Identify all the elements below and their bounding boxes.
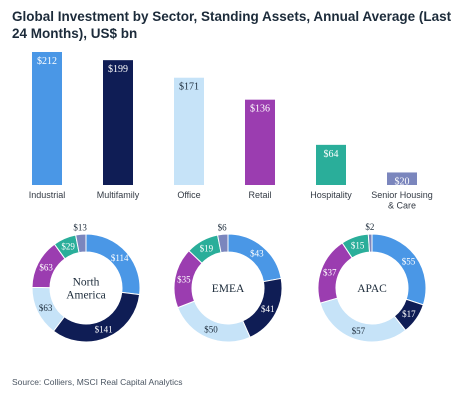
donut-slice [75,233,87,254]
category-tick-label: Hospitality [310,190,352,200]
donut-slice-label: $55 [402,257,416,267]
bar-value-label: $212 [37,56,57,67]
donut-slice-label: $6 [218,222,228,232]
category-tick-label: Multifamily [97,190,140,200]
donut-center-label: America [66,290,106,302]
donut-center-label: North [73,277,100,289]
donut-slice-label: $29 [61,242,75,252]
donut-center-label: APAC [357,283,387,295]
bar-senior-housing-care [387,172,417,185]
donut-slice-label: $37 [323,267,337,277]
category-tick-label: Industrial [29,190,66,200]
donut-slice [367,233,373,253]
donut-slice-label: $43 [250,248,264,258]
donut-center-label: EMEA [212,283,245,295]
donut-slice-label: $41 [261,304,275,314]
category-tick-label: & Care [388,201,416,211]
bar-value-label: $199 [108,64,128,75]
bar-value-label: $20 [395,176,410,187]
source-note: Source: Colliers, MSCI Real Capital Anal… [12,377,183,387]
bar-office [174,77,204,185]
donut-slice [216,233,229,254]
donut-slice [177,300,251,343]
donut-slice-label: $35 [177,274,191,284]
bar-hospitality [316,144,346,185]
bar-value-label: $136 [250,104,270,115]
donut-slice-label: $63 [39,262,53,272]
donut-slice-label: $50 [204,325,218,335]
donut-slice-label: $114 [111,253,129,263]
donut-slice-label: $13 [73,222,87,232]
category-tick-label: Retail [248,190,271,200]
bar-multifamily [103,60,133,186]
donut-slice-label: $63 [39,303,53,313]
donut-slice-label: $15 [351,240,365,250]
donut-slice-label: $17 [402,309,416,319]
category-tick-label: Senior Housing [371,190,433,200]
bar-retail [245,99,275,185]
donut-slice-label: $2 [365,222,374,232]
donut-slice-label: $141 [95,324,113,334]
bar-industrial [32,52,62,185]
donut-slice-label: $19 [200,244,214,254]
donut-slice-label: $57 [352,326,366,336]
bar-value-label: $171 [179,82,199,93]
chart-title: Global Investment by Sector, Standing As… [12,9,452,41]
category-tick-label: Office [177,190,200,200]
bar-value-label: $64 [324,149,339,160]
